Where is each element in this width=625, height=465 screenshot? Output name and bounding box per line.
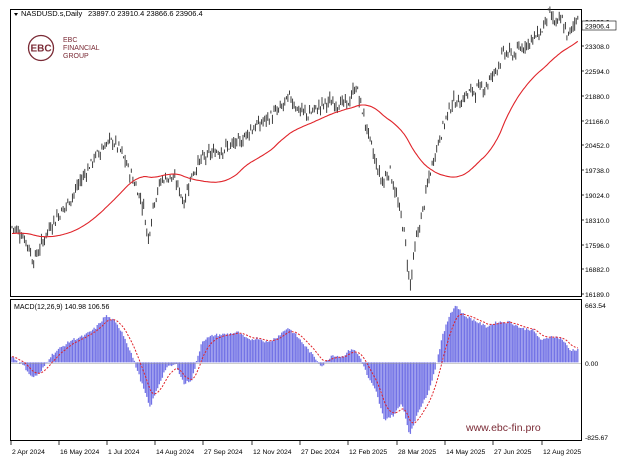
price-label: 20452.0 bbox=[585, 143, 610, 150]
time-label: 1 Jul 2024 bbox=[108, 449, 140, 456]
time-label: 14 Aug 2024 bbox=[156, 449, 194, 456]
time-label: 28 Mar 2025 bbox=[398, 449, 436, 456]
logo-line1: EBC bbox=[63, 37, 77, 44]
watermark-url: www.ebc-fin.pro bbox=[465, 422, 541, 434]
macd-axis-top: 663.54 bbox=[585, 303, 606, 310]
macd-axis-zero: 0.00 bbox=[585, 361, 598, 368]
logo-line3: GROUP bbox=[63, 53, 89, 60]
price-label: 18310.0 bbox=[585, 218, 610, 225]
macd-label: MACD(12,26,9) 140.98 106.56 bbox=[14, 304, 109, 311]
price-label: 21880.0 bbox=[585, 94, 610, 101]
symbol-label: NASDUSD.s,Daily bbox=[21, 9, 83, 18]
logo-mark: EBC bbox=[30, 44, 51, 55]
price-label: 16189.0 bbox=[585, 292, 610, 299]
price-label: 22594.0 bbox=[585, 69, 610, 76]
macd-signal-line bbox=[11, 313, 578, 424]
time-label: 27 Sep 2024 bbox=[204, 449, 243, 456]
macd-axis-bottom: -825.67 bbox=[585, 435, 608, 442]
main-chart-frame bbox=[10, 9, 582, 297]
macd-histogram bbox=[11, 305, 579, 434]
current-price-tag bbox=[581, 20, 617, 31]
current-price-label: 23906.4 bbox=[585, 24, 610, 31]
price-label: 19024.0 bbox=[585, 193, 610, 200]
ohlc-values: 23897.0 23910.4 23866.6 23906.4 bbox=[88, 9, 203, 18]
price-label: 21166.0 bbox=[585, 119, 609, 126]
time-label: 16 May 2024 bbox=[60, 449, 100, 456]
price-label: 23308.0 bbox=[585, 44, 610, 51]
macd-panel-frame bbox=[10, 299, 582, 441]
moving-average-line bbox=[11, 40, 579, 238]
price-label: 19738.0 bbox=[585, 168, 610, 175]
time-label: 14 May 2025 bbox=[446, 449, 486, 456]
time-axis-ticks bbox=[10, 45, 584, 445]
logo-line2: FINANCIAL bbox=[63, 45, 100, 52]
price-label: 17596.0 bbox=[585, 243, 610, 250]
time-label: 12 Aug 2025 bbox=[543, 449, 581, 456]
time-label: 12 Nov 2024 bbox=[253, 449, 292, 456]
symbol-marker-icon bbox=[14, 13, 18, 16]
time-label: 27 Jun 2025 bbox=[494, 449, 532, 456]
price-bars bbox=[11, 6, 579, 291]
price-label: 16882.0 bbox=[585, 267, 610, 274]
time-label: 27 Dec 2024 bbox=[301, 449, 340, 456]
time-label: 12 Feb 2025 bbox=[349, 449, 387, 456]
ebc-logo-icon bbox=[27, 34, 55, 62]
time-label: 2 Apr 2024 bbox=[12, 449, 45, 456]
ebc-logo: EBC EBC FINANCIAL GROUP bbox=[27, 34, 100, 62]
